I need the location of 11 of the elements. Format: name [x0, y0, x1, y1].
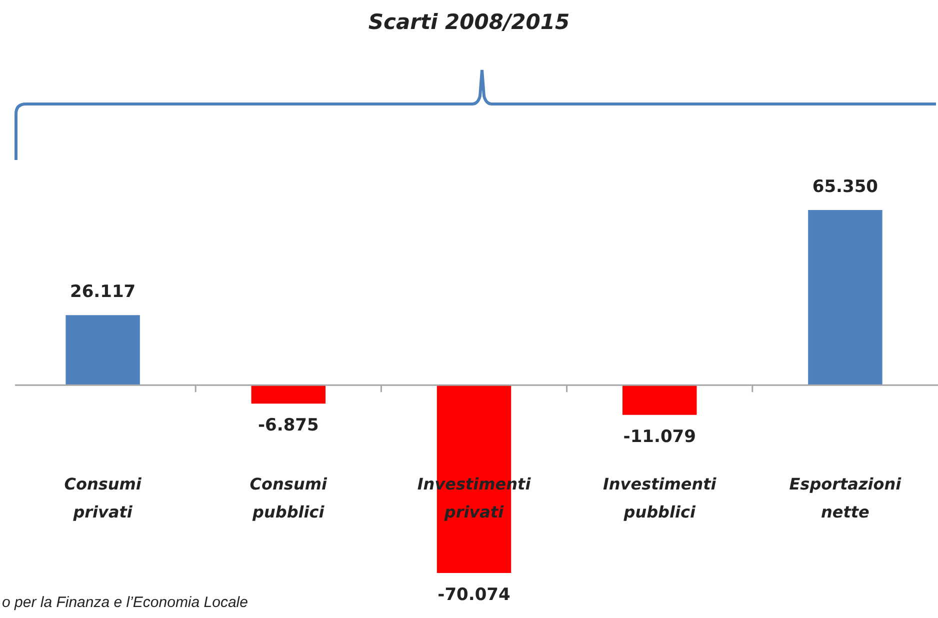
x-tick-label: Consumi pubblici: [250, 474, 328, 522]
x-tick-label: Esportazioni nette: [789, 474, 902, 522]
data-label: 65.350: [812, 176, 878, 197]
x-tick-label: Consumi privati: [64, 474, 142, 522]
chart-title: Scarti 2008/2015: [367, 10, 571, 34]
text: o per la Finanza e l’Economia Locale: [2, 594, 248, 611]
data-label: -6.875: [258, 416, 319, 436]
data-label: 26.117: [70, 282, 136, 302]
data-label: -11.079: [623, 426, 696, 447]
x-tick-label: Investimenti pubblici: [602, 474, 717, 522]
data-label: -70.074: [438, 584, 510, 605]
